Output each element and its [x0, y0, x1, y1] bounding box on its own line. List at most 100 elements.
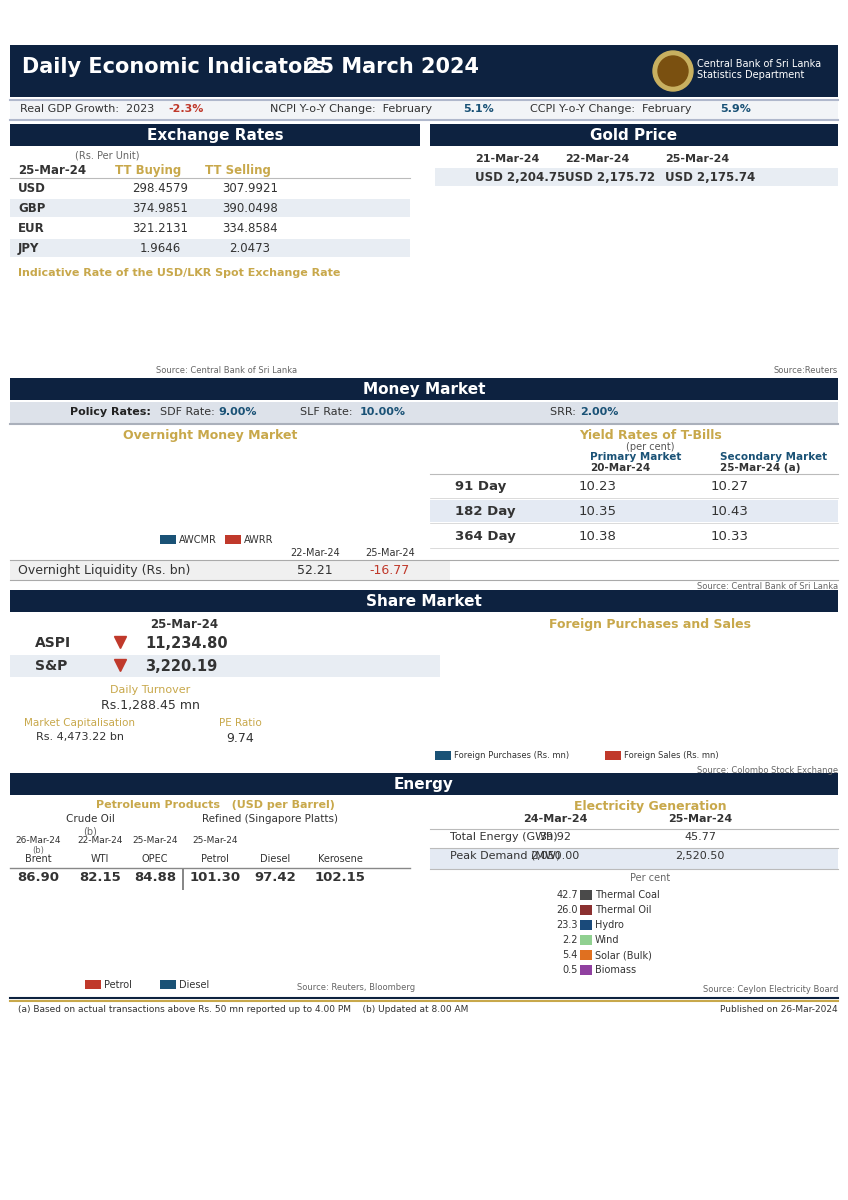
AWCMR: [235, 505, 245, 520]
Text: OPEC: OPEC: [142, 854, 168, 864]
Bar: [430, 124, 838, 146]
Text: Daily Economic Indicators: Daily Economic Indicators: [22, 56, 326, 77]
Line: AWCMR: AWCMR: [65, 511, 393, 514]
Text: 110.54: 110.54: [788, 739, 819, 749]
Text: Petroleum Products   (USD per Barrel): Petroleum Products (USD per Barrel): [96, 800, 334, 810]
Text: 321.2131: 321.2131: [132, 222, 188, 235]
Text: Total Energy (GWh): Total Energy (GWh): [450, 832, 558, 842]
AWRR: [214, 490, 224, 504]
Text: Central Bank of Sri Lanka: Central Bank of Sri Lanka: [697, 59, 821, 68]
AWRR: [257, 491, 267, 505]
Text: 9.17: 9.17: [397, 512, 419, 523]
Text: Source: Central Bank of Sri Lanka: Source: Central Bank of Sri Lanka: [697, 582, 838, 590]
AWCMR: [279, 505, 289, 520]
Text: TT Buying: TT Buying: [115, 164, 181, 176]
Text: USD 2,175.74: USD 2,175.74: [665, 170, 756, 184]
Text: 2.2: 2.2: [562, 935, 578, 946]
Bar: [225, 535, 241, 544]
Text: 97.42: 97.42: [254, 871, 296, 884]
AWRR: [323, 491, 333, 505]
Text: 390.0498: 390.0498: [222, 202, 278, 215]
Text: (a) Based on actual transactions above Rs. 50 mn reported up to 4.00 PM    (b) U: (a) Based on actual transactions above R…: [18, 1006, 468, 1014]
Text: 10.35: 10.35: [579, 505, 617, 518]
Bar: [10, 100, 838, 120]
Text: CCPI Y-o-Y Change:  February: CCPI Y-o-Y Change: February: [530, 104, 691, 114]
Text: ASPI: ASPI: [35, 636, 71, 650]
Text: Source: Central Bank of Sri Lanka: Source: Central Bank of Sri Lanka: [156, 366, 298, 374]
Text: 24-Mar-24: 24-Mar-24: [522, 814, 588, 824]
Text: Foreign Purchases (Rs. mn): Foreign Purchases (Rs. mn): [454, 751, 569, 760]
Y-axis label: Rs. Per USD: Rs. Per USD: [19, 295, 27, 348]
Text: 101.30: 101.30: [189, 871, 241, 884]
Wedge shape: [487, 894, 488, 912]
AWRR: [192, 487, 202, 502]
Text: Market Capitalisation: Market Capitalisation: [25, 718, 136, 728]
AWCMR: [81, 505, 92, 520]
Text: Refined (Singapore Platts): Refined (Singapore Platts): [202, 814, 338, 824]
Text: 25-Mar-24: 25-Mar-24: [668, 814, 732, 824]
Text: 25-Mar-24: 25-Mar-24: [150, 618, 218, 631]
Text: Rs. 4,473.22 bn: Rs. 4,473.22 bn: [36, 732, 124, 742]
Text: 364 Day: 364 Day: [455, 530, 516, 542]
AWRR: [81, 464, 92, 479]
AWCMR: [366, 505, 377, 520]
Text: Yield Rates of T-Bills: Yield Rates of T-Bills: [578, 428, 722, 442]
Text: 5.4: 5.4: [562, 950, 578, 960]
Bar: [10, 402, 838, 424]
Text: S&P: S&P: [35, 659, 67, 673]
Text: Per cent: Per cent: [630, 874, 670, 883]
AWRR: [235, 488, 245, 503]
Text: Source: Ceylon Electricity Board: Source: Ceylon Electricity Board: [703, 985, 838, 994]
AWCMR: [170, 505, 180, 520]
Text: (b): (b): [83, 826, 97, 836]
Text: SLF Rate:: SLF Rate:: [300, 407, 360, 416]
Text: Primary Market: Primary Market: [590, 452, 682, 462]
Bar: [430, 850, 838, 869]
Text: Crude Oil: Crude Oil: [65, 814, 114, 824]
Text: 5.9%: 5.9%: [720, 104, 750, 114]
Text: 9.00%: 9.00%: [218, 407, 256, 416]
Text: 10.33: 10.33: [711, 530, 749, 542]
Text: 25-Mar-24: 25-Mar-24: [18, 164, 86, 176]
Text: Gold Price: Gold Price: [590, 128, 678, 143]
Wedge shape: [494, 898, 505, 914]
Text: 23.3: 23.3: [556, 920, 578, 930]
Text: 22-Mar-24: 22-Mar-24: [77, 836, 123, 845]
Bar: [85, 980, 101, 989]
Text: GBP: GBP: [18, 202, 46, 215]
Text: EUR: EUR: [18, 222, 45, 235]
Bar: [10, 560, 450, 580]
Text: 11,234.80: 11,234.80: [145, 636, 227, 650]
Text: USD: USD: [18, 182, 46, 194]
Text: 0.5: 0.5: [562, 965, 578, 974]
Text: Source: Colombo Stock Exchange: Source: Colombo Stock Exchange: [697, 766, 838, 775]
Text: 298.4579: 298.4579: [132, 182, 188, 194]
Text: 2.00%: 2.00%: [580, 407, 618, 416]
Text: 42.7: 42.7: [556, 890, 578, 900]
Text: 22-Mar-24: 22-Mar-24: [565, 154, 629, 164]
AWRR: [103, 475, 114, 490]
Bar: [182, 868, 183, 890]
Text: Secondary Market: Secondary Market: [720, 452, 827, 462]
Text: Peak Demand (MW): Peak Demand (MW): [450, 851, 561, 862]
Bar: [10, 590, 838, 612]
AWRR: [126, 482, 136, 497]
Text: 10.00%: 10.00%: [360, 407, 406, 416]
Text: Indicative Rate of the USD/LKR Spot Exchange Rate: Indicative Rate of the USD/LKR Spot Exch…: [18, 268, 340, 278]
Y-axis label: USD Per Troy oz.: USD Per Troy oz.: [413, 241, 421, 310]
Text: Electricity Generation: Electricity Generation: [574, 800, 727, 814]
Text: (Rs. Per Unit): (Rs. Per Unit): [75, 150, 140, 160]
Text: 21-Mar-24: 21-Mar-24: [475, 154, 539, 164]
Wedge shape: [488, 894, 501, 913]
Text: 10.23: 10.23: [579, 480, 617, 493]
Text: SRR:: SRR:: [550, 407, 583, 416]
Text: 45.77: 45.77: [684, 832, 716, 842]
Circle shape: [653, 50, 693, 91]
Bar: [430, 500, 838, 522]
Text: Overnight Liquidity (Rs. bn): Overnight Liquidity (Rs. bn): [18, 564, 190, 577]
Bar: [580, 935, 592, 946]
Wedge shape: [449, 894, 487, 966]
Wedge shape: [470, 941, 522, 971]
Text: 84.88: 84.88: [134, 871, 176, 884]
Text: Source:Reuters: Source:Reuters: [773, 366, 838, 374]
